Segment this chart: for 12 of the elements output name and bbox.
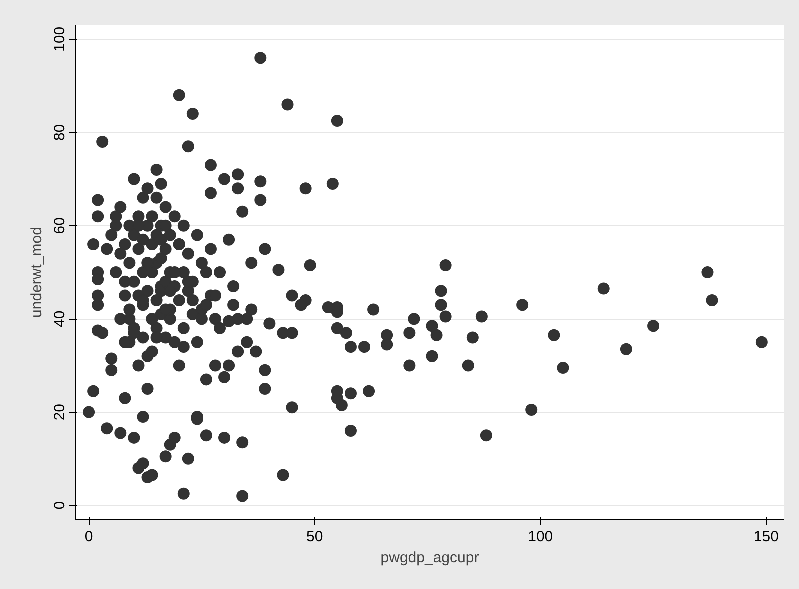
x-axis-title: pwgdp_agcupr bbox=[380, 550, 480, 566]
y-tick-label: 100 bbox=[52, 26, 68, 52]
y-tick-label: 60 bbox=[52, 218, 68, 234]
y-tick-label: 40 bbox=[52, 310, 68, 328]
x-tick-label: 50 bbox=[306, 528, 324, 546]
x-tick-label: 150 bbox=[754, 528, 779, 546]
x-tick-label: 0 bbox=[84, 528, 94, 546]
x-tick-label: 100 bbox=[528, 528, 554, 546]
y-tick-label: 80 bbox=[52, 124, 68, 142]
y-tick-label: 0 bbox=[52, 501, 68, 510]
y-tick-label: 20 bbox=[52, 404, 68, 421]
y-axis-title: underwt_mod bbox=[28, 227, 46, 318]
